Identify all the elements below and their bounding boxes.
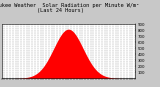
Text: Milwaukee Weather  Solar Radiation per Minute W/m²
(Last 24 Hours): Milwaukee Weather Solar Radiation per Mi… bbox=[0, 3, 139, 13]
